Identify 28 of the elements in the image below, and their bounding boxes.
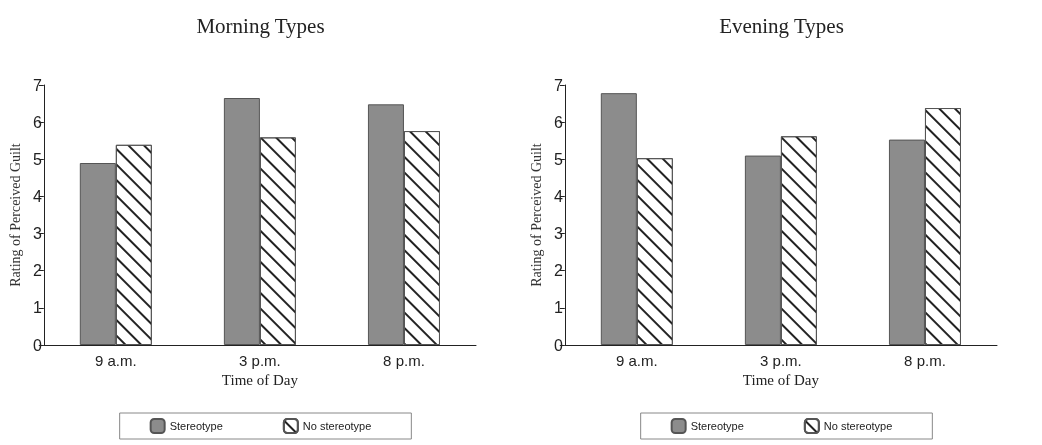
x-axis-title: Time of Day <box>221 372 299 389</box>
y-tick-label: 7 <box>32 76 42 94</box>
y-axis-title: Rating of Perceived Guilt <box>7 143 23 287</box>
y-tick-label: 2 <box>553 262 563 280</box>
y-tick-label: 3 <box>553 225 563 243</box>
x-tick-label: 8 p.m. <box>904 352 946 369</box>
legend-label: No stereotype <box>823 420 893 432</box>
legend-label: No stereotype <box>302 420 372 432</box>
y-tick-label: 4 <box>553 187 563 205</box>
x-tick-label: 9 a.m. <box>94 352 137 369</box>
x-tick-label: 3 p.m. <box>760 352 802 369</box>
y-tick-label: 7 <box>553 76 563 94</box>
chart-title: Morning Types <box>196 13 325 38</box>
legend-label: Stereotype <box>169 420 223 432</box>
x-tick-label: 3 p.m. <box>239 352 281 369</box>
y-axis-title: Rating of Perceived Guilt <box>528 143 544 287</box>
y-tick-label: 0 <box>32 336 42 354</box>
x-tick-label: 9 a.m. <box>615 352 658 369</box>
chart-title: Evening Types <box>719 13 844 38</box>
legend-label: Stereotype <box>690 420 744 432</box>
y-tick-label: 2 <box>32 262 42 280</box>
x-tick-label: 8 p.m. <box>383 352 425 369</box>
y-tick-label: 1 <box>553 299 563 317</box>
y-tick-label: 4 <box>32 187 42 205</box>
y-tick-label: 1 <box>32 299 42 317</box>
y-tick-label: 0 <box>553 336 563 354</box>
y-tick-label: 3 <box>32 225 42 243</box>
x-axis-title: Time of Day <box>742 372 820 389</box>
